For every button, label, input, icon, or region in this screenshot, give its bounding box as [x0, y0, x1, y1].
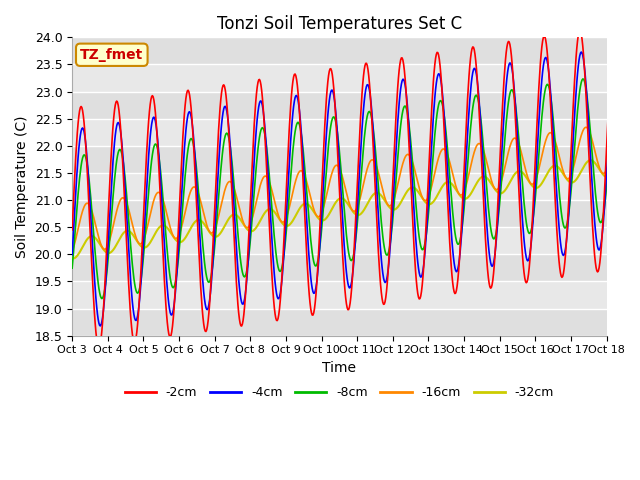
Bar — [72, 64, 607, 92]
Bar — [72, 281, 607, 309]
X-axis label: Time: Time — [323, 361, 356, 375]
Bar — [72, 173, 607, 200]
Bar — [72, 92, 607, 119]
Bar — [72, 146, 607, 173]
Bar — [72, 37, 607, 64]
Legend: -2cm, -4cm, -8cm, -16cm, -32cm: -2cm, -4cm, -8cm, -16cm, -32cm — [120, 381, 559, 404]
Bar — [72, 200, 607, 227]
Y-axis label: Soil Temperature (C): Soil Temperature (C) — [15, 115, 29, 258]
Bar — [72, 227, 607, 254]
Bar — [72, 309, 607, 336]
Text: TZ_fmet: TZ_fmet — [80, 48, 143, 62]
Bar — [72, 254, 607, 281]
Title: Tonzi Soil Temperatures Set C: Tonzi Soil Temperatures Set C — [217, 15, 462, 33]
Bar — [72, 119, 607, 146]
